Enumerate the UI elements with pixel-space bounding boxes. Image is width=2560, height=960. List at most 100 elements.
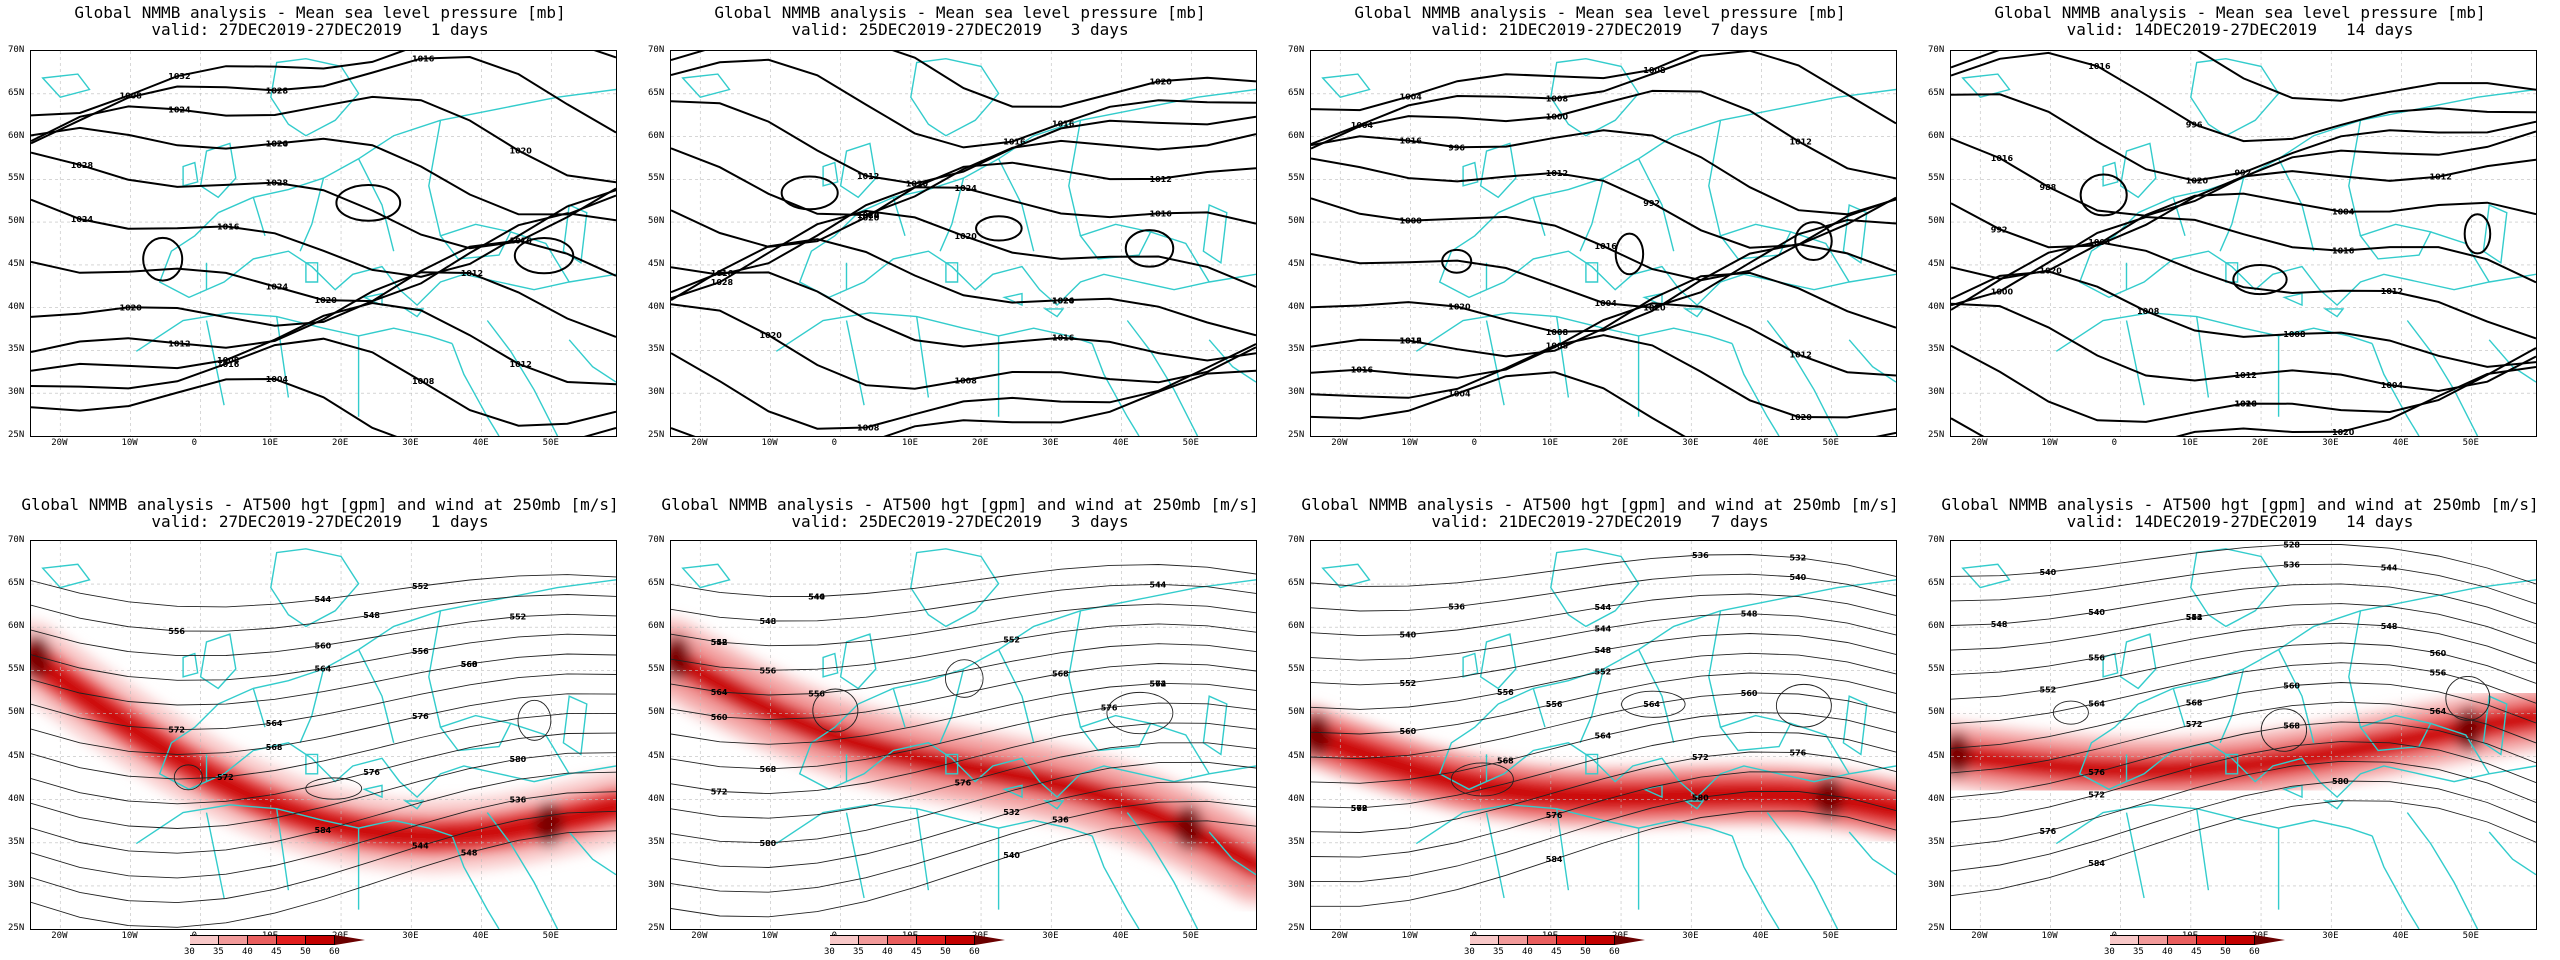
colorbar-segment — [2139, 935, 2168, 945]
contour-label-text: 572 — [1351, 804, 1368, 813]
map-area[interactable]: 1000996992988992100410001004100810121016… — [1950, 50, 2537, 437]
isobar — [1311, 51, 1700, 112]
contour-label-text: 1008 — [2283, 330, 2306, 339]
lon-label: 30E — [1682, 438, 1699, 448]
colorbar-label: 30 — [184, 947, 195, 957]
map-area[interactable]: 540 544 548 552 556 560 564 568 572 576 580 532 536 5… — [670, 540, 1257, 930]
contour-label: 576 — [363, 768, 380, 777]
coastline — [839, 633, 877, 690]
contour-label-text: 576 — [2040, 827, 2057, 836]
coastline — [182, 161, 199, 187]
height-contour — [1951, 760, 2536, 848]
height-contour — [1951, 603, 2536, 651]
contour-label-text: 544 — [808, 593, 825, 602]
contour-label-text: 548 — [2381, 622, 2398, 631]
contour-label: 580 — [2332, 777, 2349, 786]
lat-label: 25N — [1928, 430, 1945, 440]
contour-label-text: 572 — [1692, 753, 1709, 762]
contour-label: 552 — [2040, 686, 2057, 695]
map-area[interactable]: 1008 1004 1000 996 992 1000 1004 1008 1012 1016 10… — [1310, 50, 1897, 437]
colorbar-segment — [917, 935, 946, 945]
height-contour — [671, 564, 1256, 597]
coastline — [775, 312, 1093, 352]
isobar — [1311, 243, 1896, 333]
coastline — [910, 57, 1000, 137]
map-area[interactable]: 528 536 540 544 548 552 556 560 564 568 572 576 580 5… — [1950, 540, 2537, 930]
coastline — [135, 312, 453, 352]
coastline — [1642, 292, 1663, 307]
lat-label: 55N — [1928, 173, 1945, 184]
lat-label: 70N — [1288, 45, 1305, 55]
height-contour — [671, 603, 1256, 647]
contour-label-text: 556 — [2430, 668, 2447, 677]
lat-label: 35N — [1928, 344, 1945, 355]
colorbar-label: 60 — [969, 947, 980, 957]
lon-label: 20W — [1971, 931, 1988, 941]
contour-label-text: 548 — [1595, 646, 1612, 655]
colorbar-segment — [190, 935, 219, 945]
map-svg: 528 536 540 544 548 552 556 560 564 568 572 576 580 5… — [1951, 541, 2536, 929]
coastline — [2482, 695, 2508, 756]
colorbar-max-arrow — [1615, 935, 1645, 945]
mslp-panel: Global NMMB analysis - Mean sea level pr… — [1280, 0, 1920, 480]
contour-label-text: 556 — [1546, 700, 1563, 709]
contour-label-text: 564 — [2088, 699, 2105, 708]
z500-wind-panel: Global NMMB analysis - AT500 hgt [gpm] a… — [1920, 480, 2560, 960]
contour-label-text: 560 — [315, 641, 332, 650]
height-contour — [1951, 682, 2536, 749]
contour-label: 528 — [2283, 541, 2300, 550]
contour-label-text: 1008 — [1546, 95, 1569, 104]
colorbar-segment — [2110, 935, 2139, 945]
z500-wind-panel: Global NMMB analysis - AT500 hgt [gpm] a… — [640, 480, 1280, 960]
height-contour — [671, 623, 1256, 671]
contour-label: 584 — [2088, 859, 2105, 868]
contour-label: 548 — [461, 848, 478, 857]
contour-label-text: 544 — [1150, 580, 1167, 589]
lon-label: 40E — [2392, 931, 2409, 941]
contour-label-text: 1000 — [1991, 287, 2014, 296]
lon-label: 30E — [402, 438, 419, 448]
isobar — [31, 95, 616, 184]
colorbar-min-arrow — [1440, 935, 1470, 945]
isobar — [780, 175, 839, 211]
contour-label: 1008 — [2283, 330, 2306, 339]
height-contour — [1311, 771, 1896, 858]
contour-label-text: 1016 — [1400, 137, 1423, 146]
contour-label-text: 552 — [412, 582, 429, 591]
contour-label: 1012 — [1400, 337, 1422, 346]
wind-core — [1814, 775, 1843, 820]
lat-label: 65N — [8, 87, 25, 98]
map-area[interactable]: 1020 1016 1012 1020 1020 1024 1028 1020 1016 1008… — [670, 50, 1257, 437]
lat-label: 25N — [648, 430, 665, 440]
lat-label: 50N — [8, 707, 25, 718]
lat-label: 25N — [1928, 923, 1945, 933]
isobar — [31, 151, 616, 250]
map-area[interactable]: 532 536 540 544 548 552 556 560 564 568 572 576 580 5… — [1310, 540, 1897, 930]
isobar — [1311, 51, 1896, 146]
contour-label: 556 — [1497, 688, 1514, 697]
contour-label-text: 544 — [315, 595, 332, 604]
lat-label: 60N — [648, 621, 665, 632]
lat-label: 50N — [648, 216, 665, 227]
isobar — [975, 215, 1023, 242]
height-contour — [1311, 593, 1896, 637]
coastline — [2190, 548, 2280, 628]
map-area[interactable]: 1032 1028 1024 1020 1028 1024 1020 1016 1012 1012… — [30, 50, 617, 437]
contour-label: 576 — [2088, 768, 2105, 777]
contour-label-text: 1028 — [71, 161, 94, 170]
contour-label: 1012 — [2381, 287, 2403, 296]
isobar — [513, 237, 575, 275]
height-contour — [671, 702, 1256, 770]
colorbar-min-arrow — [160, 935, 190, 945]
colorbar-min-arrow — [800, 935, 830, 945]
lat-label: 55N — [1288, 664, 1305, 675]
contour-label-text: 556 — [412, 647, 429, 656]
map-area[interactable]: 544 548 552 556 560 564 568 572 576 580 584 536 544 5… — [30, 540, 617, 930]
contour-label: 548 — [1741, 610, 1758, 619]
wind-core — [1311, 713, 1331, 757]
lon-label: 10W — [121, 931, 138, 941]
contour-label: 1012 — [461, 269, 483, 278]
coastline — [2282, 292, 2303, 307]
lon-label: 30E — [1042, 931, 1059, 941]
coastline — [945, 753, 959, 775]
